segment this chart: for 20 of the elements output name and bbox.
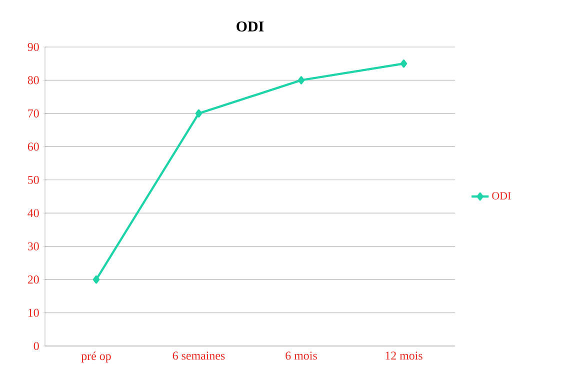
y-tick-label: 60 <box>28 142 39 151</box>
y-tick-label: 40 <box>28 209 39 218</box>
point <box>195 109 202 118</box>
y-tick-label: 20 <box>28 276 39 284</box>
legend-label: ODI <box>492 192 511 200</box>
point <box>92 275 100 284</box>
y-tick-label: 90 <box>28 42 39 52</box>
y-tick-label: 10 <box>28 308 39 317</box>
y-tick-label: 80 <box>28 76 39 84</box>
chart-title: ODI <box>236 21 264 32</box>
x-tick-label: 12 mois <box>386 352 422 360</box>
y-tick-label: 50 <box>28 176 39 184</box>
y-tick-label: 70 <box>28 109 39 118</box>
y-tick-label: 0 <box>34 342 39 350</box>
x-tick-label: 6 mois <box>286 352 317 360</box>
point <box>298 76 305 84</box>
point <box>400 60 408 68</box>
x-tick-label: pré op <box>81 352 111 363</box>
y-tick-label: 30 <box>28 242 39 250</box>
x-tick-label: 6 semaines <box>172 352 225 360</box>
